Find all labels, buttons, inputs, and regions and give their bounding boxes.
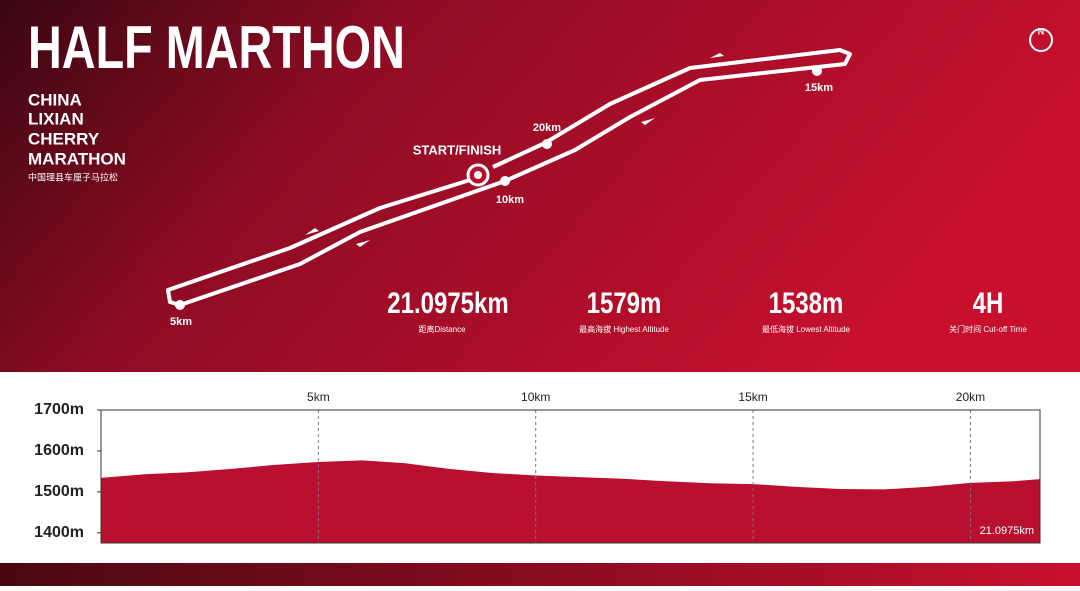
footer-bar bbox=[0, 563, 1080, 586]
route-label: 15km bbox=[805, 82, 833, 94]
event-line: LIXIAN bbox=[28, 109, 84, 128]
x-tick-label: 15km bbox=[738, 390, 767, 404]
start-marker bbox=[474, 171, 482, 179]
chart-annotation: 21.0975km bbox=[980, 525, 1034, 537]
title: HALF MARTHON bbox=[28, 14, 405, 81]
route-label: 20km bbox=[533, 122, 561, 134]
x-tick-label: 10km bbox=[521, 390, 550, 404]
x-tick-label: 5km bbox=[307, 390, 330, 404]
route bbox=[166, 48, 852, 307]
stat-value: 1538m bbox=[769, 285, 844, 319]
y-tick-label: 1400m bbox=[34, 524, 84, 541]
y-tick-label: 1500m bbox=[34, 483, 84, 500]
route-marker bbox=[812, 66, 822, 76]
elevation-area bbox=[101, 460, 1040, 543]
y-tick-label: 1600m bbox=[34, 442, 84, 459]
compass-label: N bbox=[1038, 26, 1045, 36]
x-tick-label: 20km bbox=[956, 390, 985, 404]
arrow bbox=[710, 53, 724, 58]
event-line: CHERRY bbox=[28, 129, 100, 148]
arrow bbox=[356, 240, 370, 247]
stat-label: 最低海拔 Lowest Altitude bbox=[762, 324, 851, 334]
stat-value: 1579m bbox=[587, 285, 662, 319]
stat-value: 4H bbox=[973, 285, 1004, 319]
arrow bbox=[641, 118, 655, 125]
plot-frame bbox=[100, 409, 1041, 544]
route-marker bbox=[500, 176, 510, 186]
stat-label: 最高海拔 Highest Altitude bbox=[579, 324, 669, 334]
event-line: CHINA bbox=[28, 90, 82, 109]
start-label: START/FINISH bbox=[413, 142, 502, 157]
route-marker bbox=[542, 139, 552, 149]
route-marker bbox=[175, 300, 185, 310]
arrow bbox=[305, 228, 319, 235]
y-tick-label: 1700m bbox=[34, 401, 84, 418]
stat-label: 关门时间 Cut-off Time bbox=[949, 324, 1027, 334]
event-cn: 中国理县车厘子马拉松 bbox=[28, 171, 118, 182]
route-label: 10km bbox=[496, 194, 524, 206]
stat-label: 距离Distance bbox=[418, 324, 466, 334]
route-label: 5km bbox=[170, 316, 192, 328]
stat-value: 21.0975km bbox=[387, 285, 508, 319]
compass bbox=[1029, 28, 1053, 52]
event-line: MARATHON bbox=[28, 149, 126, 168]
